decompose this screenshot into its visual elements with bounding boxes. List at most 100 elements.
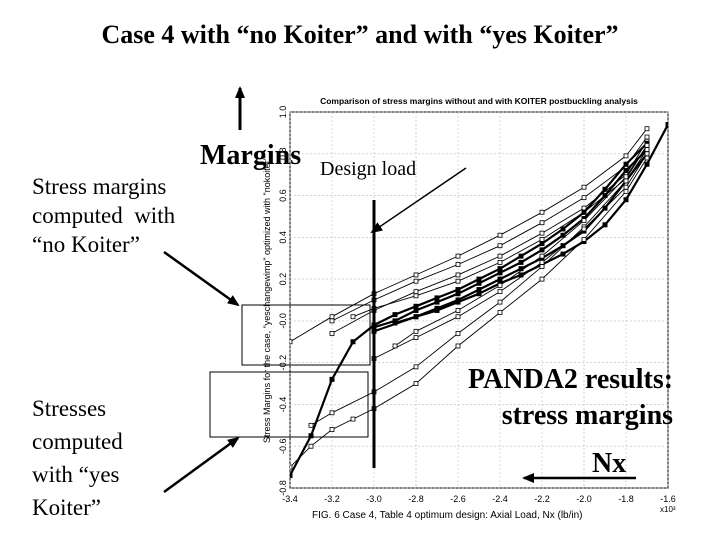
stress-yes-koiter-line-1: Stresses bbox=[32, 396, 107, 421]
data-point bbox=[308, 422, 314, 428]
series-line-5 bbox=[290, 142, 648, 477]
x-tick-label: -2.0 bbox=[576, 494, 592, 504]
data-point bbox=[434, 295, 440, 301]
data-point bbox=[455, 272, 461, 278]
data-point bbox=[581, 226, 587, 232]
data-point bbox=[518, 266, 524, 272]
data-point bbox=[455, 291, 461, 297]
data-point bbox=[350, 339, 356, 345]
margins-label: Margins bbox=[200, 140, 302, 171]
stress-yes-koiter-line-2: computed bbox=[32, 429, 123, 454]
design-load-label: Design load bbox=[320, 158, 417, 180]
data-point bbox=[290, 472, 293, 478]
data-point bbox=[644, 126, 650, 132]
data-point bbox=[497, 243, 503, 249]
slide-title: Case 4 with “no Koiter” and with “yes Ko… bbox=[101, 20, 619, 49]
stress-no-koiter-line-2: computed with bbox=[32, 203, 176, 228]
data-point bbox=[413, 272, 419, 278]
data-point bbox=[560, 251, 566, 257]
data-point bbox=[602, 186, 608, 192]
plot-frame bbox=[289, 111, 669, 489]
series-line-6 bbox=[373, 148, 648, 329]
data-point bbox=[455, 253, 461, 259]
panda2-results-line-1: PANDA2 results: bbox=[468, 364, 674, 395]
panda2-results-line-2: stress margins bbox=[501, 400, 674, 431]
data-point bbox=[602, 222, 608, 228]
data-point bbox=[539, 220, 545, 226]
data-point bbox=[539, 276, 545, 282]
data-point bbox=[497, 299, 503, 305]
data-point bbox=[329, 410, 335, 416]
x-tick-label: -1.6 bbox=[660, 494, 676, 504]
data-point bbox=[413, 289, 419, 295]
no-koiter-arrow bbox=[163, 250, 240, 307]
data-point bbox=[497, 270, 503, 276]
data-point bbox=[392, 343, 398, 349]
yes-koiter-arrow bbox=[163, 436, 240, 494]
stress-no-koiter-label: Stress margins computed with “no Koiter” bbox=[32, 172, 232, 259]
series-line-9 bbox=[290, 157, 648, 468]
data-point bbox=[644, 161, 650, 167]
y-tick-label: 1.0 bbox=[278, 106, 288, 119]
y-axis-label: Stress Margins for the case, "yeschangew… bbox=[262, 157, 272, 443]
series-line-11 bbox=[373, 153, 648, 359]
data-point bbox=[455, 262, 461, 267]
x-tick-label: -1.8 bbox=[618, 494, 634, 504]
y-tick-label: 0.4 bbox=[278, 231, 288, 244]
data-point bbox=[413, 278, 419, 284]
data-point bbox=[350, 314, 356, 320]
data-point bbox=[539, 253, 545, 259]
data-point bbox=[497, 282, 503, 288]
panda2-results-label: PANDA2 results: stress margins bbox=[468, 362, 673, 434]
y-tick-label: -0.0 bbox=[278, 313, 288, 329]
data-point bbox=[392, 320, 398, 326]
x-tick-label: -3.2 bbox=[324, 494, 340, 504]
data-point bbox=[497, 276, 503, 282]
stress-yes-koiter-line-3: with “yes bbox=[32, 462, 120, 487]
series-line-12 bbox=[394, 145, 648, 347]
x-tick-label: -3.4 bbox=[282, 494, 298, 504]
y-tick-label: 0.6 bbox=[278, 189, 288, 202]
y-tick-label: -0.8 bbox=[278, 480, 288, 496]
data-point bbox=[581, 209, 587, 215]
data-point bbox=[539, 264, 545, 269]
yes-koiter-region-box bbox=[209, 371, 369, 438]
data-point bbox=[497, 310, 503, 315]
data-point bbox=[581, 195, 587, 201]
data-point bbox=[413, 364, 419, 370]
data-point bbox=[518, 272, 524, 278]
data-point bbox=[539, 230, 545, 236]
data-point bbox=[413, 314, 419, 320]
data-point bbox=[290, 464, 293, 470]
data-point bbox=[308, 443, 314, 449]
data-point bbox=[539, 209, 545, 215]
data-point bbox=[290, 339, 293, 345]
design-load-arrow bbox=[370, 167, 467, 234]
stress-yes-koiter-line-4: Koiter” bbox=[32, 495, 101, 520]
data-point bbox=[434, 307, 440, 313]
data-point bbox=[413, 328, 419, 334]
data-point bbox=[455, 278, 461, 284]
x-tick-label: -2.4 bbox=[492, 494, 508, 504]
nx-label: Nx bbox=[592, 448, 627, 479]
stress-no-koiter-line-3: “no Koiter” bbox=[32, 232, 140, 257]
data-point bbox=[497, 253, 503, 259]
data-point bbox=[329, 318, 335, 324]
data-point bbox=[623, 188, 629, 194]
y-tick-label: -0.2 bbox=[278, 355, 288, 371]
data-point bbox=[434, 299, 440, 305]
no-koiter-region-box bbox=[241, 304, 371, 366]
data-point bbox=[623, 167, 629, 173]
data-point bbox=[455, 343, 461, 349]
series-group bbox=[290, 122, 668, 478]
x-tick-label: -2.2 bbox=[534, 494, 550, 504]
data-point bbox=[539, 241, 545, 247]
data-point bbox=[497, 289, 503, 295]
data-point bbox=[623, 161, 629, 167]
data-point bbox=[497, 259, 503, 265]
data-point bbox=[413, 307, 419, 313]
y-tick-label: 0.2 bbox=[278, 273, 288, 286]
data-point bbox=[581, 218, 587, 224]
data-point bbox=[581, 184, 587, 190]
